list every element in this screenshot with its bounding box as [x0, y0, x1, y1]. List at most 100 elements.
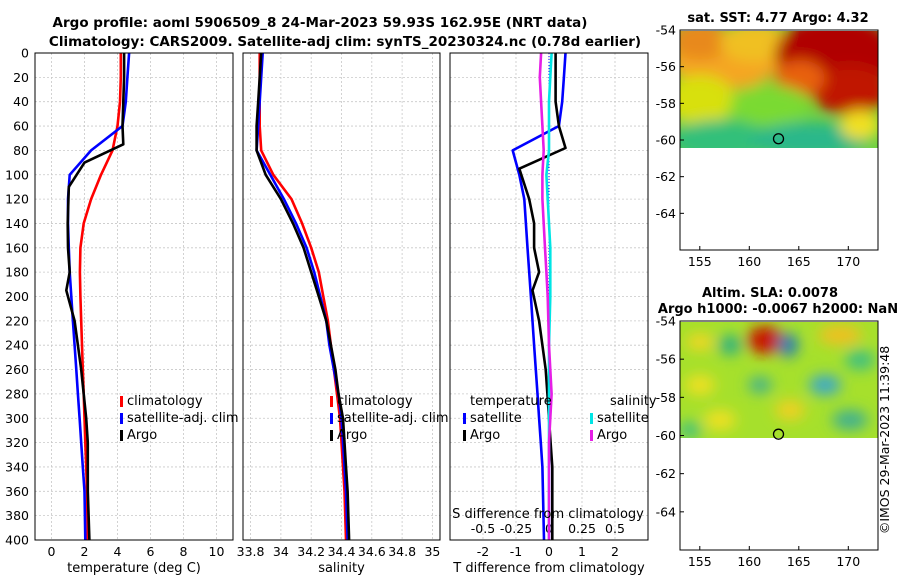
y-tick-label: 80 — [13, 143, 29, 158]
x-tick-label: 34.2 — [297, 544, 325, 559]
x-tick-label: 33.8 — [237, 544, 265, 559]
series-line-argo — [255, 52, 351, 541]
sla-map-title: Altim. SLA: 0.0078 — [702, 286, 838, 301]
top-tick-label: -0.5 — [471, 521, 495, 536]
map-y-tick-label: -64 — [656, 504, 676, 519]
axes-frame — [449, 52, 649, 541]
sla-map: Altim. SLA: 0.0078 Argo h1000: -0.0067 h… — [656, 286, 899, 569]
y-tick-label: 20 — [13, 70, 29, 85]
map-y-tick-label: -54 — [656, 314, 676, 329]
sla-argo-location-marker — [772, 428, 785, 440]
series-line-satellite-adj-clim — [66, 52, 131, 541]
series-line-argo — [65, 53, 126, 541]
y-tick-label: 400 — [5, 533, 29, 548]
sst-map-title: sat. SST: 4.77 Argo: 4.32 — [687, 11, 868, 26]
legend-swatch-climatology — [330, 396, 333, 407]
map-y-tick-label: -60 — [656, 428, 676, 443]
y-tick-label: 180 — [5, 265, 29, 280]
map-y-tick-label: -62 — [656, 169, 676, 184]
map-x-tick-label: 170 — [836, 254, 860, 269]
x-axis-label: T difference from climatology — [452, 561, 645, 576]
temperature-legend: climatology satellite-adj. clim Argo — [120, 394, 239, 443]
y-tick-label: 120 — [5, 192, 29, 207]
legend-label-s-satellite: satellite — [597, 411, 649, 426]
y-tick-label: 200 — [5, 289, 29, 304]
legend-swatch-s-argo — [590, 430, 593, 441]
legend-swatch-s-satellite — [590, 413, 593, 424]
series-line-climatology — [258, 53, 348, 541]
x-axis-label: temperature (deg C) — [67, 561, 201, 576]
series-line-satellite-adj-clim — [255, 52, 349, 541]
x-tick-label: 34.8 — [388, 544, 416, 559]
sst-argo-location-marker — [772, 133, 785, 145]
x-tick-label: -2 — [477, 544, 489, 559]
legend-swatch-satellite — [330, 413, 333, 424]
y-tick-label: 0 — [21, 46, 29, 61]
map-x-tick-label: 170 — [836, 554, 860, 569]
s-difference-label: S difference from climatology — [452, 507, 644, 522]
salinity-legend: climatology satellite-adj. clim Argo — [330, 394, 449, 443]
top-tick-label: 0.25 — [568, 521, 596, 536]
map-y-tick-label: -56 — [656, 59, 676, 74]
x-tick-label: 34.4 — [328, 544, 356, 559]
legend-swatch-t-argo — [463, 430, 466, 441]
title-line1: Argo profile: aoml 5906509_8 24-Mar-2023… — [53, 15, 588, 31]
map-y-tick-label: -58 — [656, 390, 676, 405]
y-tick-label: 160 — [5, 240, 29, 255]
legend-label-argo: Argo — [127, 428, 157, 443]
sst-map-axes: 155 160 165 170 -54 -56 -58 -60 -62 -64 — [656, 23, 861, 270]
legend-swatch-satellite — [120, 413, 123, 424]
legend-label-climatology: climatology — [127, 394, 203, 409]
legend-label-satellite: satellite-adj. clim — [127, 411, 239, 426]
map-x-tick-label: 155 — [688, 254, 712, 269]
y-tick-label: 60 — [13, 119, 29, 134]
difference-panel: -2 -1 0 1 2 T difference from climatology -0.5… — [449, 52, 649, 576]
y-tick-label: 260 — [5, 362, 29, 377]
top-tick-label: 0.5 — [605, 521, 625, 536]
legend-title-temperature: temperature — [470, 394, 552, 409]
map-y-tick-label: -56 — [656, 352, 676, 367]
salinity-panel: 33.8 34 34.2 34.4 34.6 34.8 35 salinity — [237, 52, 441, 576]
map-y-tick-label: -60 — [656, 133, 676, 148]
map-x-tick-label: 160 — [737, 554, 761, 569]
legend-swatch-t-satellite — [463, 413, 466, 424]
legend-title-salinity: salinity — [610, 394, 657, 409]
sst-field — [680, 31, 878, 148]
y-tick-label: 220 — [5, 313, 29, 328]
x-tick-label: 4 — [114, 544, 122, 559]
legend-swatch-climatology — [120, 396, 123, 407]
x-tick-label: 34.6 — [358, 544, 386, 559]
x-tick-label: 0 — [545, 544, 553, 559]
x-tick-label: -1 — [510, 544, 522, 559]
y-tick-label: 380 — [5, 508, 29, 523]
top-tick-label: -0.25 — [500, 521, 532, 536]
axes-frame — [34, 52, 234, 541]
y-tick-label: 320 — [5, 435, 29, 450]
x-tick-label: 6 — [147, 544, 155, 559]
x-tick-label: 2 — [611, 544, 619, 559]
sla-map-subtitle: Argo h1000: -0.0067 h2000: NaN — [658, 302, 898, 317]
y-tick-label: 140 — [5, 216, 29, 231]
legend-swatch-argo — [120, 430, 123, 441]
sst-map: sat. SST: 4.77 Argo: 4.32 155 160 165 170 -5… — [656, 11, 879, 270]
x-tick-label: 10 — [209, 544, 225, 559]
legend-label-argo: Argo — [337, 428, 367, 443]
map-y-tick-label: -54 — [656, 23, 676, 38]
map-y-tick-label: -62 — [656, 466, 676, 481]
map-x-tick-label: 155 — [688, 554, 712, 569]
y-tick-label: 300 — [5, 411, 29, 426]
y-tick-label: 40 — [13, 94, 29, 109]
temperature-panel: 0204060801001201401601802002202402602803… — [5, 46, 234, 576]
difference-legend: temperature satellite Argo salinity sate… — [463, 394, 657, 443]
legend-label-satellite: satellite-adj. clim — [337, 411, 449, 426]
map-x-tick-label: 165 — [787, 254, 811, 269]
sla-field — [680, 322, 878, 438]
imos-watermark: ©IMOS 29-Mar-2023 11:39:48 — [877, 346, 892, 534]
y-tick-label: 280 — [5, 386, 29, 401]
legend-label-s-argo: Argo — [597, 428, 627, 443]
legend-label-t-argo: Argo — [470, 428, 500, 443]
y-tick-label: 240 — [5, 338, 29, 353]
axes-frame — [242, 52, 441, 541]
legend-label-climatology: climatology — [337, 394, 413, 409]
